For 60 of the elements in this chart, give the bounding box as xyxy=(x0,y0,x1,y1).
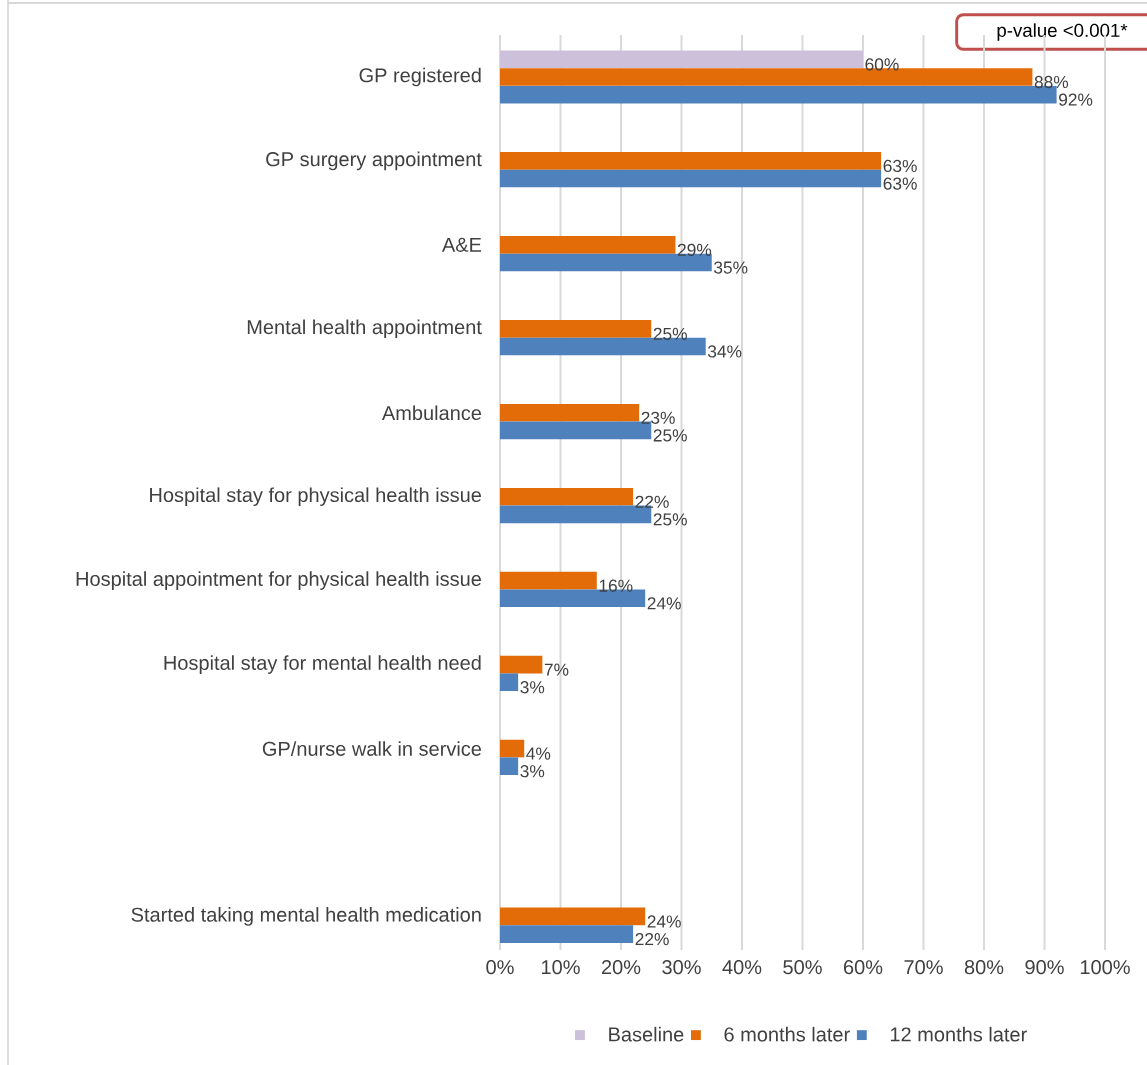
data-label: 24% xyxy=(647,915,681,928)
data-label: 16% xyxy=(599,579,633,592)
data-label: 88% xyxy=(1034,75,1069,89)
y-tick-label: GP/nurse walk in service xyxy=(262,741,482,756)
bar xyxy=(500,236,676,254)
data-label: 35% xyxy=(714,261,748,274)
bar xyxy=(500,571,597,590)
data-label: 3% xyxy=(520,765,545,778)
x-tick-label: 100% xyxy=(1080,960,1130,975)
data-label: 25% xyxy=(653,429,687,442)
data-label: 25% xyxy=(653,513,687,526)
data-label: 34% xyxy=(707,345,742,358)
data-label: 22% xyxy=(635,495,669,508)
x-tick-label: 80% xyxy=(964,960,1004,975)
y-tick-label: Started taking mental health medication xyxy=(131,907,481,926)
bar xyxy=(500,757,519,775)
y-tick-label: GP surgery appointment xyxy=(266,151,482,171)
legend-label: Baseline xyxy=(609,1026,684,1042)
y-tick-label: Hospital stay for mental health need xyxy=(164,655,481,674)
bar xyxy=(500,655,543,674)
data-label: 63% xyxy=(883,159,917,173)
bar xyxy=(500,673,519,692)
data-label: 63% xyxy=(883,177,917,190)
data-label: 60% xyxy=(865,58,899,71)
x-tick-label: 10% xyxy=(542,960,580,975)
data-label: 22% xyxy=(635,932,669,946)
data-label: 4% xyxy=(526,747,551,760)
data-label: 25% xyxy=(653,327,687,340)
data-label: 29% xyxy=(677,243,712,257)
bar xyxy=(500,487,634,506)
x-tick-label: 70% xyxy=(904,960,943,975)
y-tick-label: Hospital appointment for physical health issue xyxy=(76,571,481,590)
data-label: 23% xyxy=(641,411,675,424)
x-tick-label: 60% xyxy=(844,960,883,975)
x-tick-label: 40% xyxy=(722,960,762,975)
annotation: p-value <0.001* xyxy=(997,23,1128,41)
bar xyxy=(500,169,882,188)
legend-label: 12 months later xyxy=(890,1026,1027,1042)
bar xyxy=(500,320,652,338)
y-tick-label: Ambulance xyxy=(381,405,482,421)
x-tick-label: 90% xyxy=(1025,960,1064,975)
y-tick-label: Mental health appointment xyxy=(247,319,482,339)
x-tick-label: 20% xyxy=(601,960,641,975)
bar xyxy=(500,403,640,422)
x-tick-label: 30% xyxy=(662,960,701,975)
y-tick-label: A&E xyxy=(441,237,482,252)
legend-label: 6 months later xyxy=(724,1026,850,1042)
x-tick-label: 0% xyxy=(486,960,514,975)
y-tick-label: GP registered xyxy=(359,67,481,87)
bar xyxy=(500,907,646,926)
bar xyxy=(500,739,525,758)
bar xyxy=(500,925,634,943)
data-label: 24% xyxy=(647,597,681,610)
y-tick-label: Hospital stay for physical health issue xyxy=(150,487,481,507)
data-label: 3% xyxy=(520,681,545,694)
x-tick-label: 50% xyxy=(783,960,822,975)
bar xyxy=(500,50,863,69)
data-label: 7% xyxy=(544,663,569,676)
data-label: 92% xyxy=(1059,93,1093,106)
bar xyxy=(500,152,882,170)
